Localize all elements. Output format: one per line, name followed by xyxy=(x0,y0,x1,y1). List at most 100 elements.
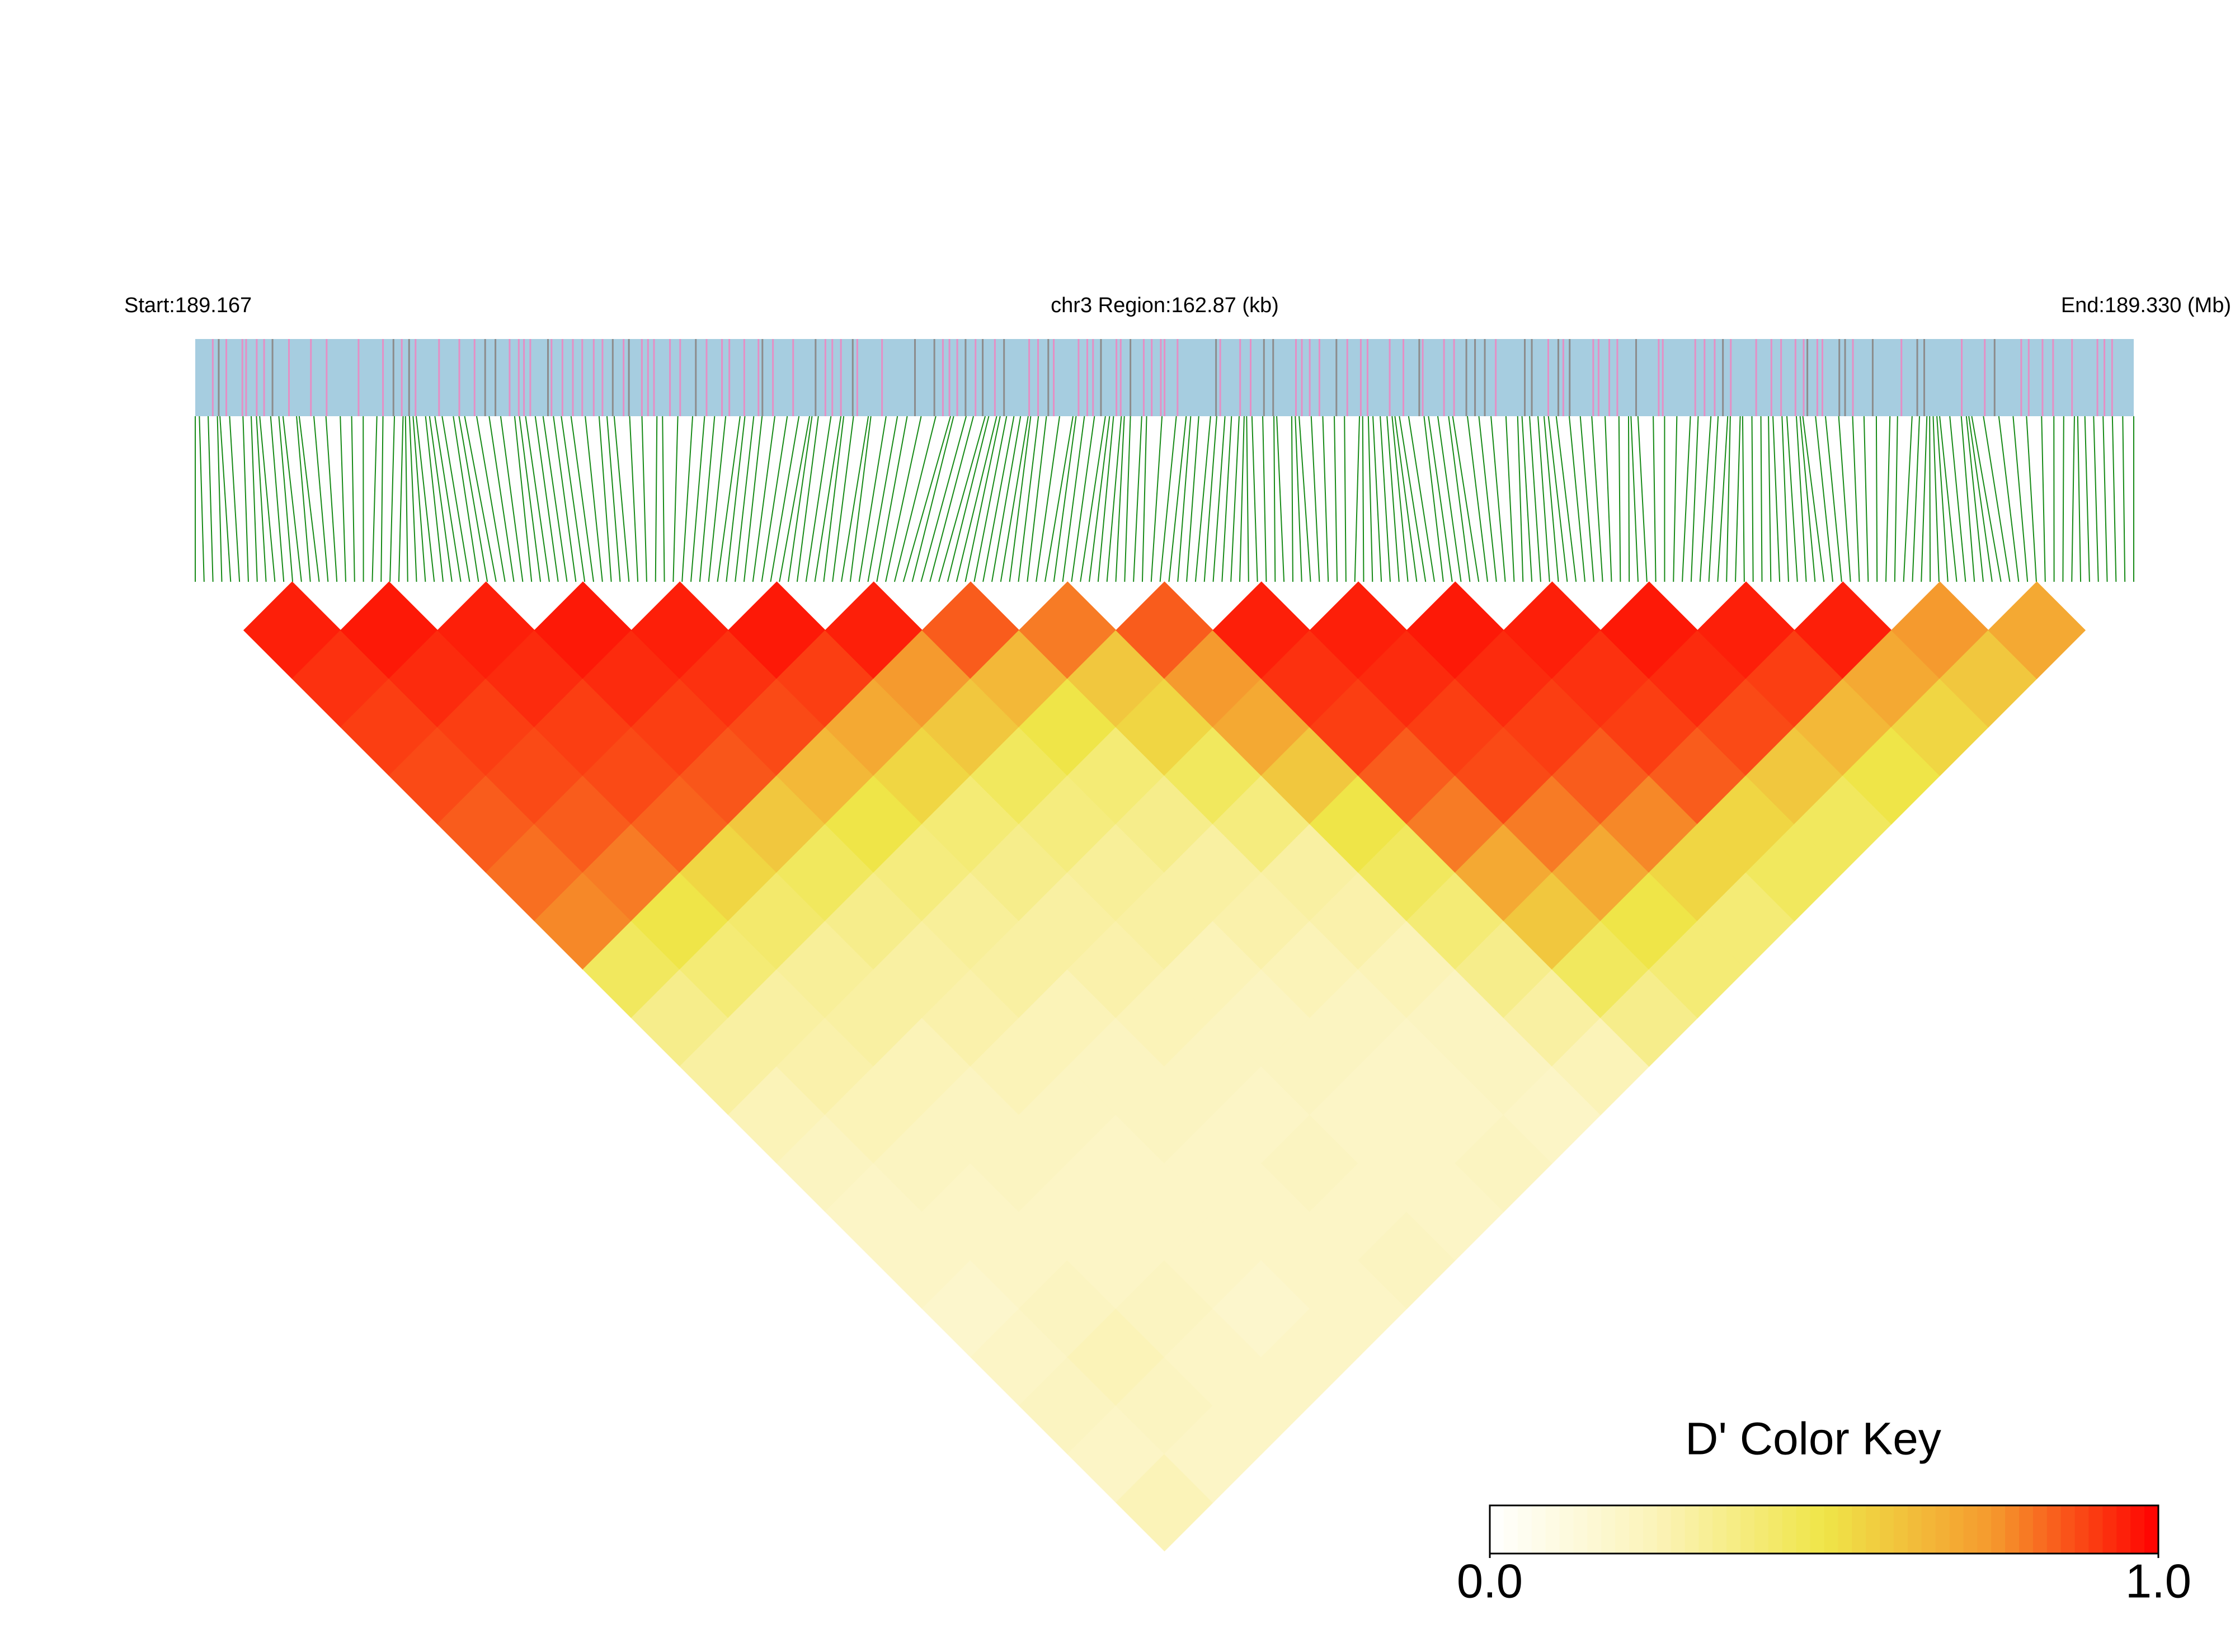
snp-connector xyxy=(1334,416,1338,582)
track-stripe xyxy=(438,339,440,416)
color-key-swatch xyxy=(2032,1505,2048,1554)
snp-connector xyxy=(1605,416,1612,582)
snp-connector xyxy=(672,416,679,582)
snp-connector xyxy=(1852,416,1860,582)
track-stripe xyxy=(1474,339,1476,416)
color-key-swatch xyxy=(1573,1505,1588,1554)
snp-connector xyxy=(893,416,937,582)
track-stripe xyxy=(517,339,520,416)
snp-connector xyxy=(947,416,990,582)
snp-connector xyxy=(1362,416,1364,582)
snp-connector xyxy=(1115,416,1125,582)
color-key-swatch xyxy=(1601,1505,1616,1554)
track-stripe xyxy=(914,339,916,416)
snp-connector xyxy=(2111,416,2117,582)
track-stripe xyxy=(1608,339,1611,416)
snp-connector xyxy=(1863,416,1869,582)
snp-connector xyxy=(1097,416,1114,582)
track-stripe xyxy=(509,339,511,416)
color-key-swatch xyxy=(1935,1505,1950,1554)
track-stripe xyxy=(623,339,625,416)
snp-connector xyxy=(832,416,854,582)
track-stripe xyxy=(326,339,328,416)
snp-connector xyxy=(1983,416,2011,582)
track-stripe xyxy=(225,339,228,416)
snp-connector xyxy=(1968,416,1993,582)
snp-connector xyxy=(805,416,832,582)
track-stripe xyxy=(601,339,604,416)
snp-connector xyxy=(351,416,355,582)
snp-connector xyxy=(425,416,444,582)
color-key-swatch xyxy=(1796,1505,1811,1554)
snp-connector xyxy=(1399,416,1427,582)
track-stripe xyxy=(982,339,984,416)
snp-connector xyxy=(1517,416,1524,582)
snp-connector xyxy=(1768,416,1772,582)
track-stripe xyxy=(1803,339,1805,416)
track-stripe xyxy=(495,339,497,416)
color-key-swatch xyxy=(1545,1505,1560,1554)
track-stripe xyxy=(2104,339,2106,416)
snp-connector xyxy=(1251,416,1258,582)
track-stripe xyxy=(1443,339,1445,416)
snp-connector xyxy=(726,416,746,582)
snp-connector xyxy=(708,416,727,582)
snp-connector xyxy=(1735,416,1741,582)
track-stripe xyxy=(669,339,671,416)
track-stripe xyxy=(484,339,486,416)
color-key-swatch xyxy=(1977,1505,1992,1554)
snp-connector xyxy=(761,416,788,582)
snp-connector xyxy=(1071,416,1095,582)
snp-connector xyxy=(1971,416,2002,582)
color-key-swatch xyxy=(1517,1505,1532,1554)
track-stripe xyxy=(881,339,883,416)
snp-connector xyxy=(458,416,488,582)
snp-connector xyxy=(752,416,775,582)
snp-connector xyxy=(681,416,694,582)
track-stripe xyxy=(1418,339,1420,416)
track-stripe xyxy=(2027,339,2030,416)
snp-connector xyxy=(313,416,329,582)
track-stripe xyxy=(1151,339,1153,416)
track-stripe xyxy=(1453,339,1455,416)
track-stripe xyxy=(256,339,258,416)
snp-connector xyxy=(770,416,800,582)
snp-connector xyxy=(1452,416,1480,582)
snp-connector xyxy=(823,416,845,582)
snp-connector xyxy=(1027,416,1047,582)
snp-connector xyxy=(911,416,954,582)
color-key-swatch xyxy=(1838,1505,1853,1554)
snp-connector xyxy=(412,416,426,582)
track-stripe xyxy=(1389,339,1391,416)
track-stripe xyxy=(641,339,643,416)
snp-connector xyxy=(1555,416,1577,582)
snp-connector xyxy=(1742,416,1745,582)
track-stripe xyxy=(241,339,243,416)
snp-connector xyxy=(1537,416,1550,582)
snp-connector xyxy=(519,416,542,582)
snp-connector xyxy=(717,416,741,582)
snp-connector xyxy=(1478,416,1497,582)
track-stripe xyxy=(392,339,394,416)
snp-connector xyxy=(514,416,533,582)
track-stripe xyxy=(1916,339,1918,416)
track-stripe xyxy=(561,339,563,416)
track-stripe xyxy=(956,339,958,416)
snp-connector xyxy=(699,416,716,582)
track-stripe xyxy=(1263,339,1265,416)
snp-connector xyxy=(1322,416,1329,582)
snp-connector xyxy=(1168,416,1187,582)
snp-connector xyxy=(408,416,417,582)
snp-connector xyxy=(1965,416,1984,582)
track-stripe xyxy=(1359,339,1362,416)
snp-connector xyxy=(876,416,908,582)
track-stripe xyxy=(1755,339,1757,416)
snp-connector xyxy=(398,416,404,582)
snp-connector xyxy=(404,416,408,582)
color-key-tick-label: 1.0 xyxy=(2125,1555,2191,1608)
track-stripe xyxy=(1484,339,1486,416)
color-key-swatch xyxy=(2130,1505,2145,1554)
track-stripe xyxy=(1730,339,1732,416)
track-stripe xyxy=(357,339,360,416)
track-stripe xyxy=(772,339,774,416)
